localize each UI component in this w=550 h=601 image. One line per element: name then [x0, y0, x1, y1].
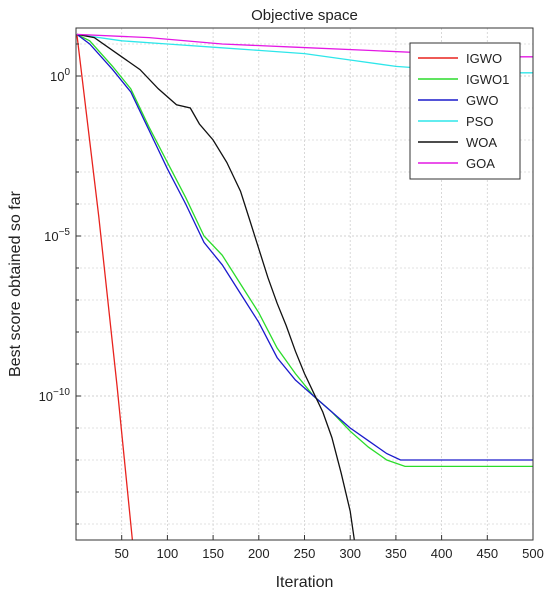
legend-label-pso: PSO	[466, 114, 493, 129]
x-tick-label: 100	[157, 546, 179, 561]
x-tick-label: 200	[248, 546, 270, 561]
x-tick-label: 300	[339, 546, 361, 561]
series-line-woa	[76, 33, 355, 540]
series-line-igwo	[76, 34, 134, 540]
x-tick-label: 400	[431, 546, 453, 561]
y-axis-title: Best score obtained so far	[7, 190, 24, 377]
x-tick-label: 250	[294, 546, 316, 561]
legend-label-woa: WOA	[466, 135, 497, 150]
series-line-igwo1	[76, 33, 533, 468]
legend-box	[409, 42, 521, 180]
y-tick-label: 10−5	[44, 227, 70, 244]
legend-label-igwo1: IGWO1	[466, 72, 509, 87]
legend-label-igwo: IGWO	[466, 51, 502, 66]
legend-label-goa: GOA	[466, 156, 495, 171]
legend: IGWO IGWO1 GWO PSO WOA GOA	[409, 42, 521, 180]
x-tick-label: 50	[114, 546, 128, 561]
series-line-gwo	[76, 33, 533, 461]
y-tick-label: 10−10	[39, 387, 71, 404]
x-tick-label: 350	[385, 546, 407, 561]
y-tick-label: 100	[50, 67, 70, 84]
x-axis-title: Iteration	[276, 574, 334, 591]
x-tick-label: 500	[522, 546, 544, 561]
legend-label-gwo: GWO	[466, 93, 499, 108]
x-tick-label: 450	[476, 546, 498, 561]
chart-title: Objective space	[251, 7, 358, 24]
x-tick-label: 150	[202, 546, 224, 561]
axis-ticks: 50 100 150 200 250 300 350 400 450 500 100 10−5 10−1…	[39, 43, 544, 561]
